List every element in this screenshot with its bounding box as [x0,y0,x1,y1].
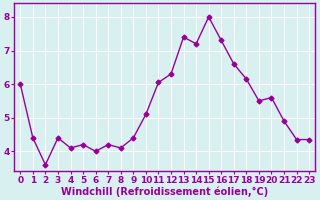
X-axis label: Windchill (Refroidissement éolien,°C): Windchill (Refroidissement éolien,°C) [61,186,268,197]
